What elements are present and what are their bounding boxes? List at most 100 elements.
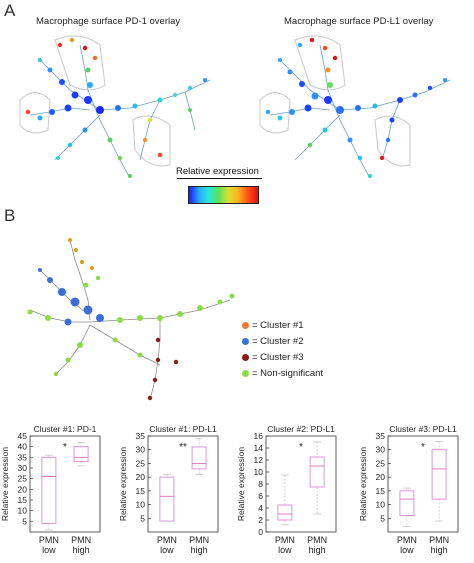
network-graphics xyxy=(19,35,451,401)
cluster-outline xyxy=(374,115,411,167)
cluster-outline xyxy=(294,35,346,91)
y-tick-label: 15 xyxy=(376,486,386,496)
y-tick-label: 30 xyxy=(376,445,386,455)
panel-label-a: A xyxy=(4,1,16,20)
legend-dot xyxy=(242,338,249,345)
cluster-outline xyxy=(132,115,171,167)
y-tick-label: 10 xyxy=(376,500,386,510)
x-category-label: PMN xyxy=(39,535,59,545)
y-tick-label: 25 xyxy=(376,458,386,468)
legend-dot xyxy=(242,354,249,361)
y-tick-label: 10 xyxy=(254,467,264,477)
y-axis-label: Relative expression xyxy=(358,447,368,521)
x-category-label: low xyxy=(160,545,174,555)
legend-label: = Non-significant xyxy=(252,368,324,379)
x-category-label: PMN xyxy=(189,535,209,545)
y-tick-label: 20 xyxy=(18,484,28,494)
colorbar-arrow xyxy=(177,178,262,182)
y-tick-label: 20 xyxy=(376,472,386,482)
x-category-label: low xyxy=(42,545,56,555)
plot-frame xyxy=(29,435,101,533)
y-tick-label: 5 xyxy=(22,516,27,526)
y-tick-label: 10 xyxy=(18,506,28,516)
panel-label-b: B xyxy=(4,206,16,225)
cluster-outline xyxy=(54,35,106,91)
y-tick-label: 16 xyxy=(254,431,264,441)
box-iqr xyxy=(41,456,57,524)
significance-marker: * xyxy=(63,442,67,453)
y-tick-label: 35 xyxy=(136,431,146,441)
x-category-label: low xyxy=(400,545,414,555)
pdl1-overlay-tree xyxy=(259,35,451,179)
y-axis-label: Relative expression xyxy=(236,447,246,521)
y-tick-label: 15 xyxy=(18,495,28,505)
significance-marker: ** xyxy=(179,442,187,453)
x-category-label: high xyxy=(73,545,90,555)
box-iqr xyxy=(431,449,447,500)
y-tick-label: 2 xyxy=(258,515,263,525)
y-tick-label: 20 xyxy=(136,472,146,482)
colorbar-gradient xyxy=(188,186,259,204)
plot-frame xyxy=(147,435,219,533)
boxplot-panel: Cluster #1: PD-L1 Relative expression 5 10 1… xyxy=(118,424,219,555)
x-category-label: PMN xyxy=(429,535,449,545)
legend-label: = Cluster #3 xyxy=(252,352,304,363)
legend-label: = Cluster #2 xyxy=(252,336,304,347)
x-category-label: high xyxy=(191,545,208,555)
y-tick-label: 35 xyxy=(376,431,386,441)
y-tick-label: 10 xyxy=(136,500,146,510)
box-iqr xyxy=(191,446,207,470)
y-tick-label: 8 xyxy=(258,479,263,489)
y-tick-label: 25 xyxy=(136,458,146,468)
boxplot-panel: Cluster #3: PD-L1 Relative expression 5 10 1… xyxy=(358,424,459,555)
y-tick-label: 30 xyxy=(136,445,146,455)
x-category-label: high xyxy=(431,545,448,555)
pdl1-overlay-title: Macrophage surface PD-L1 overlay xyxy=(284,16,434,27)
box-iqr xyxy=(159,476,175,522)
x-category-label: PMN xyxy=(397,535,417,545)
y-axis-label: Relative expression xyxy=(0,447,10,521)
plot-title: Cluster #2: PD-L1 xyxy=(267,424,335,434)
y-tick-label: 4 xyxy=(258,503,263,513)
box-iqr xyxy=(309,456,325,488)
pd1-overlay-title: Macrophage surface PD-1 overlay xyxy=(36,16,181,27)
x-category-label: PMN xyxy=(157,535,177,545)
plot-title: Cluster #3: PD-L1 xyxy=(389,424,457,434)
box-iqr xyxy=(277,504,293,521)
colorbar-label: Relative expression xyxy=(176,166,259,177)
x-category-label: PMN xyxy=(275,535,295,545)
box-iqr xyxy=(73,446,89,463)
plot-frame xyxy=(387,435,459,533)
legend-label: = Cluster #1 xyxy=(252,320,304,331)
significance-marker: * xyxy=(299,442,303,453)
legend-dot xyxy=(242,370,249,377)
y-tick-label: 15 xyxy=(136,486,146,496)
pd1-overlay-tree xyxy=(19,35,211,179)
y-axis-label: Relative expression xyxy=(118,447,128,521)
x-category-label: high xyxy=(309,545,326,555)
y-tick-label: 40 xyxy=(18,442,28,452)
y-tick-label: 0 xyxy=(258,527,263,537)
y-tick-label: 35 xyxy=(18,452,28,462)
y-tick-label: 12 xyxy=(254,455,264,465)
cluster-outline xyxy=(19,92,51,134)
legend-dot xyxy=(242,322,249,329)
y-tick-label: 25 xyxy=(18,474,28,484)
plot-title: Cluster #1: PD-1 xyxy=(34,424,97,434)
y-tick-label: 6 xyxy=(258,491,263,501)
box-iqr xyxy=(399,490,415,516)
x-category-label: PMN xyxy=(307,535,327,545)
boxplot-panel: Cluster #2: PD-L1 Relative expression 0 2 4 6… xyxy=(236,424,337,555)
cluster-outline xyxy=(259,92,291,134)
y-tick-label: 5 xyxy=(380,513,385,523)
y-tick-label: 14 xyxy=(254,443,264,453)
y-tick-label: 5 xyxy=(140,513,145,523)
boxplot-panel: Cluster #1: PD-1 Relative expression 51015… xyxy=(0,424,101,555)
cluster-assignment-tree xyxy=(27,238,235,401)
plot-title: Cluster #1: PD-L1 xyxy=(149,424,217,434)
y-tick-label: 30 xyxy=(18,463,28,473)
x-category-label: PMN xyxy=(71,535,91,545)
x-category-label: low xyxy=(278,545,292,555)
y-tick-label: 45 xyxy=(18,431,28,441)
